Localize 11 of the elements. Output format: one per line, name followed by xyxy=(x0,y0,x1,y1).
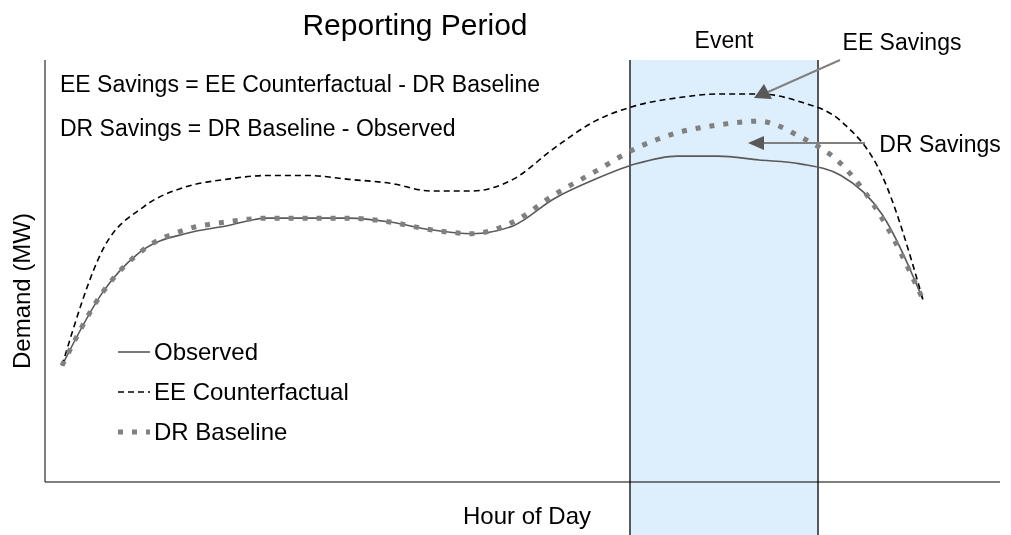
legend-label: DR Baseline xyxy=(154,418,288,445)
legend-label: Observed xyxy=(154,338,259,365)
legend-label: EE Counterfactual xyxy=(154,378,349,405)
text: EE Savings xyxy=(842,29,962,55)
text: Event xyxy=(694,27,755,53)
annotation: DR Savings = DR Baseline - Observed xyxy=(60,115,456,141)
annotation: EE Savings = EE Counterfactual - DR Baseline xyxy=(60,71,541,97)
x-axis-title: Hour of Day xyxy=(462,502,592,529)
annotation: DR Savings xyxy=(879,131,1001,157)
chart-title: Reporting Period xyxy=(302,8,528,41)
y-axis-title: Demand (MW) xyxy=(8,212,35,370)
